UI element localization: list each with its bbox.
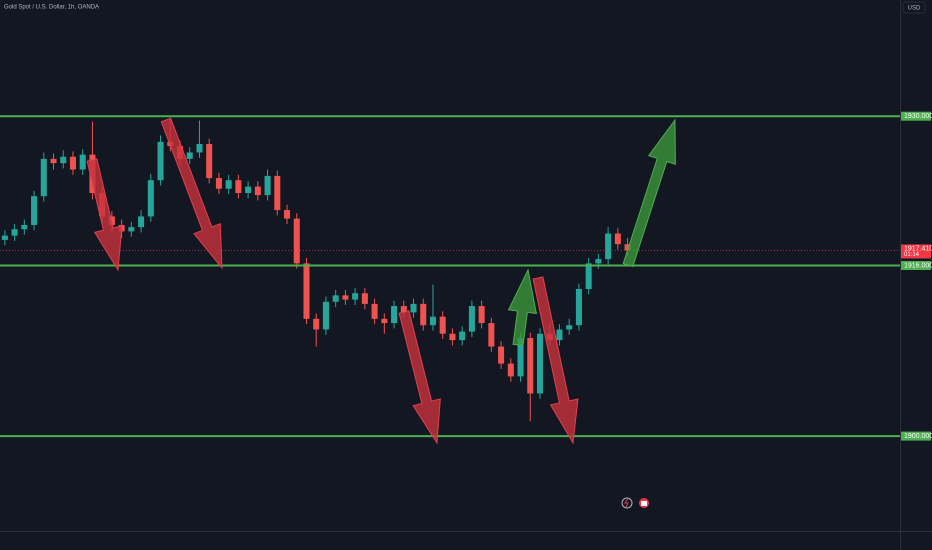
candle-body — [69, 156, 76, 170]
annotation-arrow — [86, 158, 123, 272]
candle-body — [400, 306, 407, 313]
candle-body — [293, 218, 300, 264]
annotation-arrow — [160, 117, 223, 270]
candle-body — [498, 346, 505, 364]
candle-body — [420, 303, 427, 326]
level-label: 1916.000 — [904, 262, 932, 269]
candle-body — [342, 295, 349, 300]
candle-body — [245, 186, 252, 193]
level-label-box — [901, 261, 931, 270]
candle-body — [381, 318, 388, 324]
candle-body — [439, 316, 446, 334]
level-label-box — [901, 431, 931, 441]
lightning-glyph — [624, 498, 629, 508]
candle-body — [1, 235, 8, 240]
annotation-arrow — [532, 276, 579, 445]
candle-body — [614, 233, 621, 245]
candle-body — [536, 333, 544, 394]
candle-body — [40, 158, 47, 197]
candle-body — [31, 196, 38, 225]
candle-body — [605, 233, 612, 260]
level-label: 1930.000 — [904, 113, 932, 120]
candle-body — [361, 293, 368, 304]
candle-body — [206, 143, 213, 179]
candle-body — [391, 306, 398, 324]
candle-body — [196, 143, 203, 153]
annotation-arrow — [398, 310, 441, 445]
candle-body — [215, 178, 222, 189]
lightning-icon[interactable] — [621, 497, 633, 509]
candle-body — [478, 306, 485, 324]
candle-body — [575, 288, 582, 326]
level-label: 1900.000 — [904, 433, 932, 440]
candle-body — [128, 227, 135, 232]
candle-body — [157, 141, 164, 181]
candle-body — [264, 175, 271, 196]
candle-body — [332, 295, 339, 302]
candle-body — [50, 158, 57, 164]
last-price-label: 1917.410 — [904, 245, 932, 252]
last-price-box — [901, 244, 931, 259]
candle-body — [371, 303, 378, 319]
annotation-arrow — [622, 118, 676, 268]
candle-body — [225, 180, 232, 189]
event-glyph — [641, 501, 647, 506]
candle-body — [147, 180, 154, 217]
candle-body — [186, 152, 193, 159]
chart-title: Gold Spot / U.S. Dollar, 1h, OANDA — [4, 5, 99, 11]
candle-body — [284, 210, 291, 219]
candle-body — [429, 316, 436, 326]
candle-body — [624, 244, 631, 251]
candle-body — [449, 333, 456, 341]
candle-body — [11, 229, 18, 236]
candle-body — [566, 325, 573, 330]
candle-body — [254, 186, 261, 196]
candle-body — [507, 363, 514, 377]
candle-body — [21, 224, 28, 230]
candle-body — [459, 331, 466, 341]
candle-body — [60, 156, 67, 164]
candle-body — [468, 306, 475, 332]
annotation-arrow — [507, 268, 537, 347]
candle-body — [410, 303, 417, 313]
candle-body — [517, 338, 524, 377]
candle-body — [595, 259, 602, 264]
currency-button[interactable] — [902, 1, 926, 14]
candle-body — [313, 318, 320, 330]
currency-label[interactable]: USD — [908, 6, 921, 12]
candle-body — [274, 175, 281, 211]
countdown-label: 01:14 — [904, 252, 920, 258]
candle-body — [527, 338, 534, 394]
level-label-box — [901, 111, 931, 121]
arrows — [86, 117, 676, 445]
candle-body — [556, 329, 563, 341]
candle-body — [352, 293, 359, 300]
candle-body — [79, 154, 86, 170]
candle-body — [488, 323, 495, 347]
candle-body — [235, 180, 242, 193]
candle-body — [138, 216, 145, 228]
candle-body — [303, 263, 310, 319]
candle-body — [585, 263, 592, 289]
candle-body — [322, 301, 329, 330]
